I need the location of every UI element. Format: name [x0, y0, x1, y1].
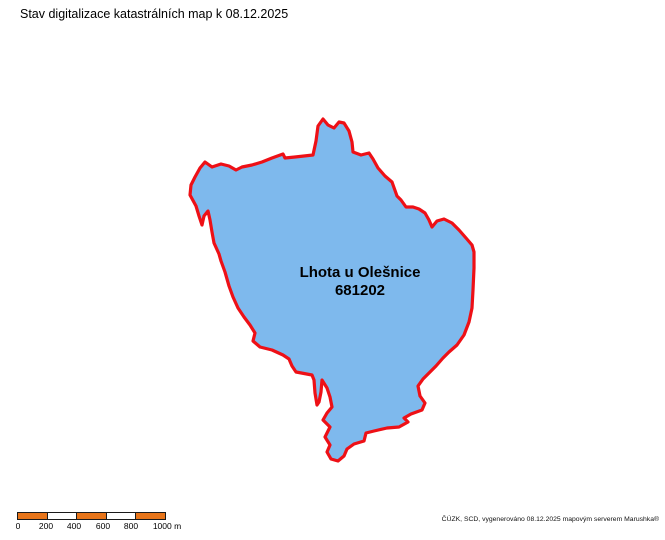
scale-bar-segment — [17, 512, 48, 520]
scale-bar-labels: 0 200 400 600 800 1000 m — [0, 521, 220, 531]
scale-label-200: 200 — [38, 521, 54, 531]
scale-bar — [17, 512, 166, 520]
scale-label-800: 800 — [123, 521, 139, 531]
map-title: Stav digitalizace katastrálních map k 08… — [20, 7, 289, 21]
scale-bar-segment — [76, 512, 107, 520]
scale-bar-segment — [105, 512, 136, 520]
scale-label-1000: 1000 m — [152, 521, 182, 531]
scale-bar-segment — [46, 512, 77, 520]
scale-label-600: 600 — [95, 521, 111, 531]
area-polygon[interactable] — [188, 117, 476, 463]
attribution-text: ČÚZK, SCD, vygenerováno 08.12.2025 mapov… — [441, 516, 659, 523]
scale-bar-segment — [135, 512, 166, 520]
scale-label-0: 0 — [15, 521, 21, 531]
scale-label-400: 400 — [66, 521, 82, 531]
